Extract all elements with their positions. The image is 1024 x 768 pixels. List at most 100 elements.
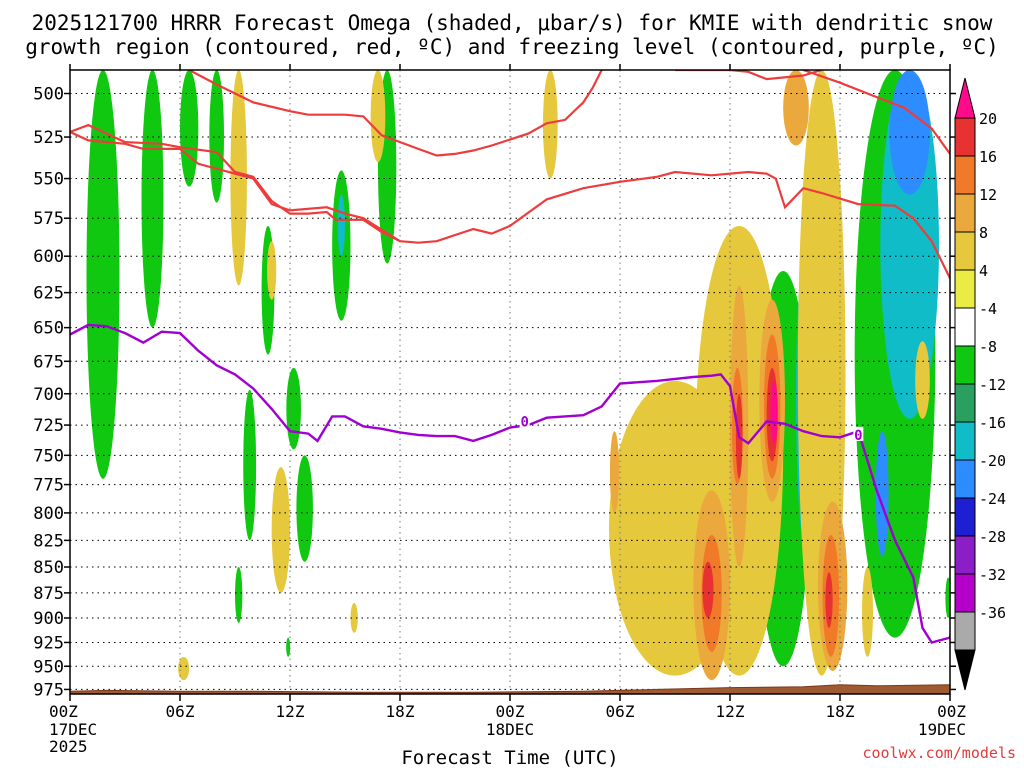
y-tick-label: 675 — [33, 352, 64, 372]
gridlines — [70, 70, 950, 694]
chart-title-line1: 2025121700 HRRR Forecast Omega (shaded, … — [32, 11, 993, 35]
colorbar-top-arrow — [954, 77, 976, 119]
omega-region--8 — [180, 70, 199, 187]
colorbar-bin — [954, 307, 976, 347]
y-tick-label: 700 — [33, 385, 64, 405]
x-tick-label: 06Z — [606, 702, 635, 721]
omega-region-8 — [267, 241, 277, 300]
omega-region--8 — [235, 567, 243, 623]
omega-region--20 — [889, 70, 930, 195]
plot-area: 00 — [70, 70, 950, 694]
x-tick-sublabel: 17DEC — [49, 720, 97, 739]
y-tick-label: 725 — [33, 416, 64, 436]
y-tick-label: 800 — [33, 504, 64, 524]
x-tick-label: 00Z — [496, 702, 525, 721]
colorbar-label: -16 — [979, 414, 1006, 432]
omega-region--8 — [286, 367, 301, 450]
x-tick-sublabel: 19DEC — [918, 720, 966, 739]
y-tick-label: 750 — [33, 446, 64, 466]
colorbar-bin — [954, 193, 976, 233]
x-axis-label: Forecast Time (UTC) — [401, 747, 618, 768]
omega-region--8 — [209, 70, 224, 203]
colorbar-label: 16 — [979, 148, 997, 166]
omega-region-12 — [783, 70, 809, 146]
colorbar-label: 20 — [979, 110, 997, 128]
omega-region-8 — [230, 70, 247, 286]
colorbar-label: -4 — [979, 300, 997, 318]
colorbar-label: 8 — [979, 224, 988, 242]
omega-region-8 — [350, 603, 358, 633]
colorbar-bin — [954, 155, 976, 195]
x-tick-sublabel: 18DEC — [486, 720, 534, 739]
y-tick-label: 775 — [33, 476, 64, 496]
colorbar-label: -20 — [979, 452, 1006, 470]
terrain-fill — [70, 684, 950, 694]
dgz-contour — [188, 70, 603, 157]
colorbar-bin — [954, 231, 976, 271]
colorbar-bin — [954, 383, 976, 423]
colorbar-bin — [954, 611, 976, 651]
freezing-label-bg — [853, 426, 864, 441]
colorbar-bottom-arrow — [954, 649, 976, 691]
omega-region-8 — [370, 70, 386, 163]
y-tick-label: 500 — [33, 85, 64, 105]
freezing-label: 0 — [520, 414, 528, 430]
y-tick-label: 525 — [33, 128, 64, 148]
terrain — [70, 684, 950, 694]
colorbar-bin — [954, 573, 976, 613]
freezing-label-bg — [519, 413, 530, 428]
colorbar-label: -12 — [979, 376, 1006, 394]
colorbar-bin — [954, 269, 976, 309]
x-tick-label: 06Z — [166, 702, 195, 721]
colorbar-label: 4 — [979, 262, 988, 280]
contours: 00 — [70, 70, 950, 644]
chart-title-line2: growth region (contoured, red, ºC) and f… — [25, 35, 999, 59]
omega-region-8 — [271, 467, 291, 593]
omega-region--8 — [286, 637, 291, 657]
omega-region--8 — [86, 70, 120, 479]
y-tick-label: 850 — [33, 558, 64, 578]
credit-text[interactable]: coolwx.com/models — [862, 744, 1016, 762]
omega-region-12 — [609, 431, 620, 513]
dgz-contour — [802, 70, 950, 155]
colorbar-label: -24 — [979, 490, 1006, 508]
x-tick-label: 00Z — [49, 702, 78, 721]
omega-region-20 — [825, 572, 833, 628]
dgz-contour — [70, 123, 950, 279]
colorbar-bin — [954, 421, 976, 461]
dgz-contour — [70, 130, 401, 243]
freezing-level-contour — [70, 323, 950, 644]
colorbar-bin — [954, 535, 976, 575]
omega-region--8 — [243, 389, 257, 541]
omega-region-8 — [915, 341, 930, 419]
x-tick-label: 00Z — [937, 702, 966, 721]
y-tick-label: 575 — [33, 209, 64, 229]
y-tick-label: 950 — [33, 657, 64, 677]
y-tick-label: 925 — [33, 633, 64, 653]
omega-region-20 — [702, 561, 714, 619]
y-tick-label: 550 — [33, 170, 64, 190]
colorbar-bin — [954, 345, 976, 385]
y-tick-label: 975 — [33, 680, 64, 700]
omega-region--8 — [141, 70, 164, 328]
omega-region--8 — [296, 455, 313, 562]
omega-region-8 — [543, 70, 558, 179]
omega-region--8 — [945, 577, 950, 619]
colorbar-label: 12 — [979, 186, 997, 204]
omega-region-8 — [862, 567, 873, 657]
y-tick-label: 825 — [33, 531, 64, 551]
omega-region-max — [770, 380, 778, 444]
omega-region--20 — [875, 431, 889, 557]
x-tick-label: 18Z — [386, 702, 415, 721]
y-tick-label: 650 — [33, 319, 64, 339]
colorbar-label: -32 — [979, 566, 1006, 584]
colorbar-label: -28 — [979, 528, 1006, 546]
x-tick-label: 12Z — [716, 702, 745, 721]
y-tick-label: 625 — [33, 284, 64, 304]
y-tick-label: 900 — [33, 609, 64, 629]
dgz-contour — [675, 70, 823, 81]
colorbar-bin — [954, 117, 976, 157]
colorbar-bin — [954, 459, 976, 499]
colorbar: 20 16 12 8 4 -4 -8 -12 -16 -20 -24 -28 -32 -36 — [954, 77, 1006, 691]
